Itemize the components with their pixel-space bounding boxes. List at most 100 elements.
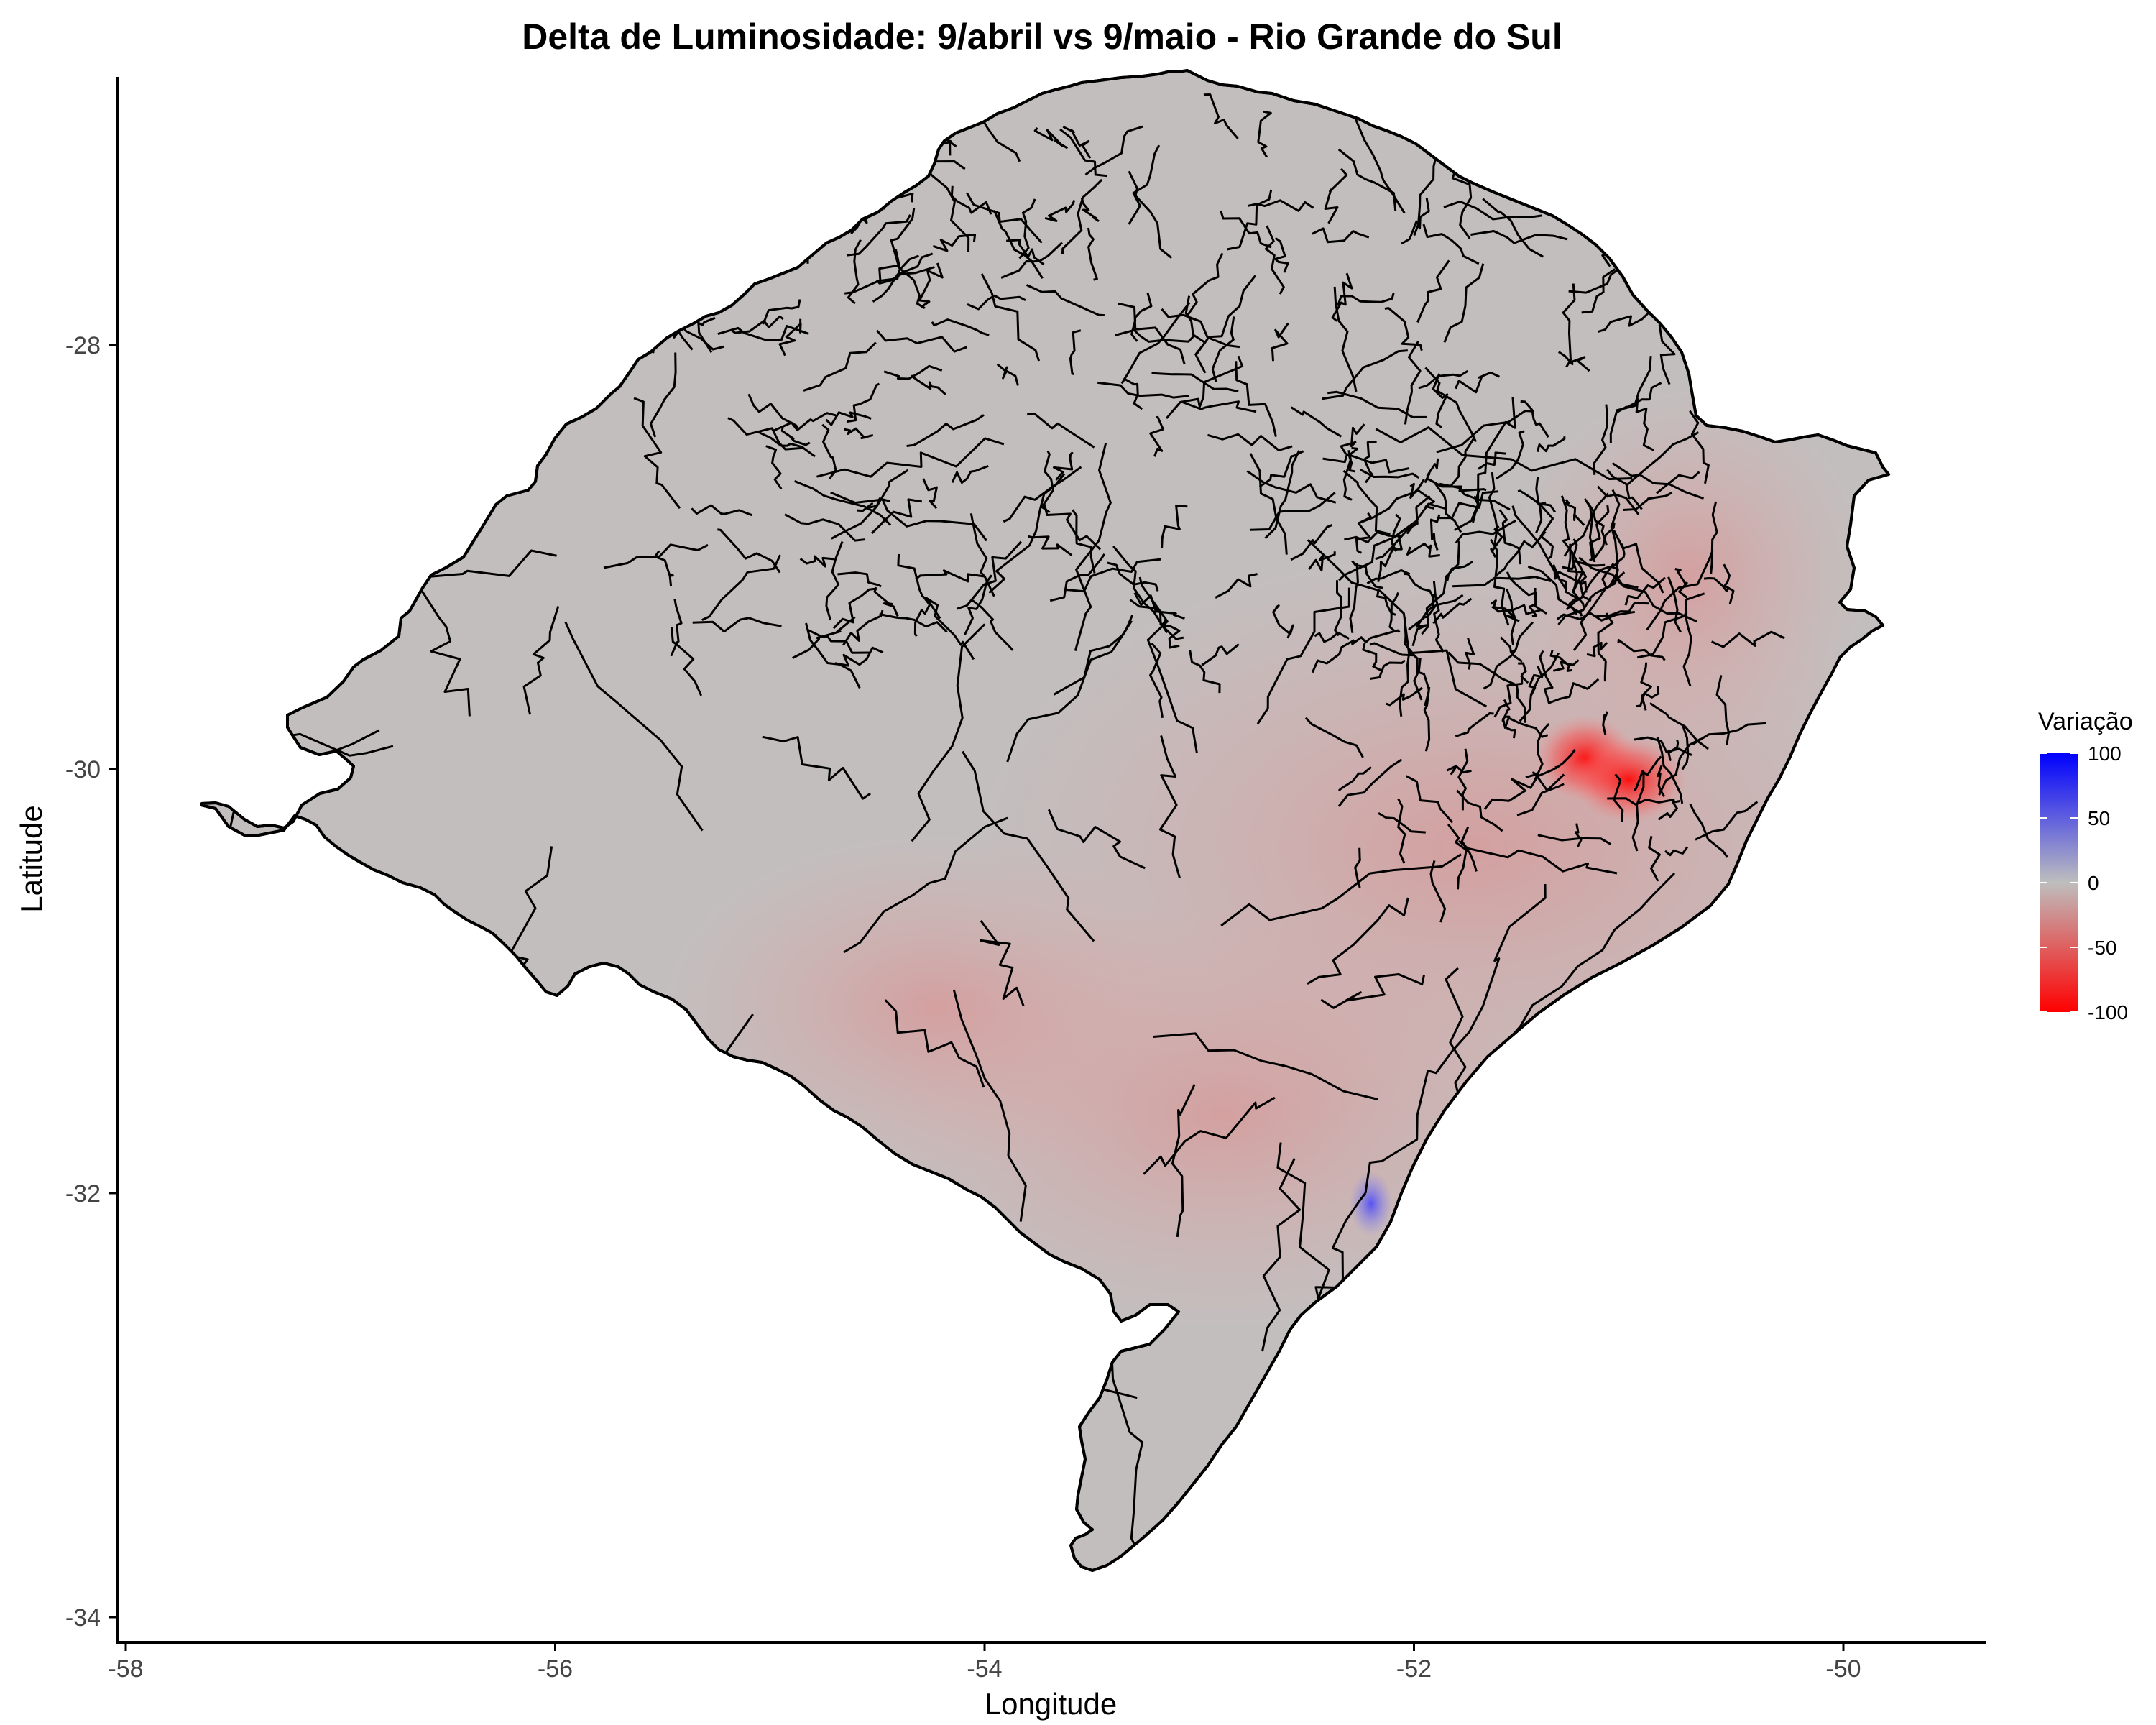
municipality-border	[1322, 349, 1409, 400]
municipality-border	[1506, 571, 1547, 615]
municipality-border	[1508, 717, 1549, 738]
municipality-border	[1391, 513, 1401, 552]
municipality-border	[1207, 433, 1293, 451]
municipality-border	[1087, 227, 1098, 281]
y-axis-title: Latitude	[14, 805, 48, 912]
municipality-border	[701, 554, 781, 621]
municipality-border	[1444, 70, 1483, 96]
municipality-border	[1432, 597, 1473, 625]
municipality-border	[803, 341, 877, 392]
municipality-border	[633, 397, 681, 510]
municipality-border	[1478, 451, 1506, 470]
municipality-border	[1322, 453, 1410, 474]
municipality-border	[1633, 755, 1662, 792]
municipality-border	[1483, 773, 1565, 810]
municipality-border	[1349, 563, 1359, 633]
municipality-border	[1658, 737, 1702, 796]
municipality-border	[1264, 450, 1301, 539]
municipality-border	[1344, 530, 1402, 543]
municipality-border	[1366, 569, 1411, 585]
x-tick-label: -54	[967, 1655, 1002, 1683]
municipality-border	[1634, 736, 1692, 756]
municipality-border	[1490, 525, 1503, 558]
municipality-border	[1416, 259, 1450, 323]
municipality-border	[844, 427, 874, 439]
municipality-border	[1274, 236, 1289, 273]
municipality-border	[1161, 505, 1188, 548]
municipality-border	[1457, 748, 1469, 811]
municipality-border	[1597, 485, 1640, 515]
municipality-border	[843, 816, 1008, 954]
municipality-border	[1703, 577, 1731, 592]
municipality-border	[1425, 478, 1487, 492]
municipality-border	[1578, 556, 1639, 589]
municipality-border	[1482, 198, 1544, 258]
municipality-border	[1539, 1302, 1782, 1333]
legend-tick-label: 0	[2088, 872, 2099, 894]
municipality-border	[1491, 604, 1542, 615]
municipality-border	[1589, 505, 1610, 558]
municipality-border	[1432, 580, 1445, 653]
municipality-border	[1264, 225, 1285, 295]
municipality-border	[1249, 453, 1288, 555]
municipality-border	[1597, 612, 1614, 682]
municipality-border	[1534, 722, 1550, 781]
municipality-border	[1375, 426, 1633, 480]
municipality-border	[1447, 824, 1478, 872]
municipality-border	[792, 616, 856, 659]
municipality-border	[1160, 619, 1181, 649]
municipality-border	[1307, 539, 1488, 708]
municipality-border	[1506, 588, 1517, 645]
municipality-border	[1471, 1426, 1662, 1551]
municipality-border	[1330, 1314, 1388, 1460]
municipality-border	[201, 695, 226, 788]
municipality-border	[805, 622, 861, 689]
municipality-border	[1610, 489, 1621, 569]
municipality-border	[1059, 128, 1108, 178]
municipality-border	[459, 1014, 571, 1249]
municipality-border	[1626, 431, 1700, 486]
municipality-border	[434, 1054, 545, 1174]
municipality-border	[1369, 642, 1419, 661]
municipality-border	[793, 480, 892, 526]
municipality-border	[762, 735, 871, 800]
municipality-border	[1490, 599, 1520, 622]
municipality-border	[1586, 502, 1608, 546]
municipality-border	[1348, 446, 1359, 473]
municipality-border	[1503, 715, 1516, 739]
municipality-border	[1657, 800, 1680, 821]
municipality-border	[1069, 329, 1082, 376]
municipality-border	[1044, 199, 1076, 222]
municipality-border	[1424, 458, 1439, 484]
municipality-border	[1053, 451, 1074, 481]
municipality-border	[924, 596, 975, 661]
municipality-border	[830, 491, 987, 542]
municipality-border	[996, 363, 1019, 386]
municipality-border	[1489, 538, 1510, 626]
municipality-border	[1658, 318, 1676, 385]
municipality-border	[663, 70, 727, 110]
municipality-border	[777, 113, 795, 220]
municipality-border	[1468, 141, 1500, 190]
municipality-border	[1446, 765, 1472, 776]
municipality-border	[1470, 230, 1568, 244]
municipality-border	[1517, 489, 1557, 513]
municipality-border	[1563, 499, 1585, 526]
municipality-border	[932, 234, 977, 252]
municipality-border	[264, 1084, 361, 1173]
municipality-border	[1064, 558, 1161, 593]
municipality-border	[285, 1211, 382, 1365]
municipality-border	[1710, 501, 1718, 574]
municipality-border	[762, 299, 801, 325]
municipality-border	[1723, 564, 1735, 604]
municipality-border	[857, 497, 891, 512]
municipality-border	[1220, 210, 1272, 249]
municipality-border	[1235, 361, 1277, 437]
municipality-border	[1536, 436, 1566, 453]
municipality-border	[1449, 438, 1475, 488]
municipality-border	[1351, 560, 1383, 589]
municipality-border	[847, 239, 862, 305]
municipality-border	[637, 104, 710, 118]
municipality-border	[1411, 594, 1434, 647]
municipality-border	[894, 249, 926, 309]
